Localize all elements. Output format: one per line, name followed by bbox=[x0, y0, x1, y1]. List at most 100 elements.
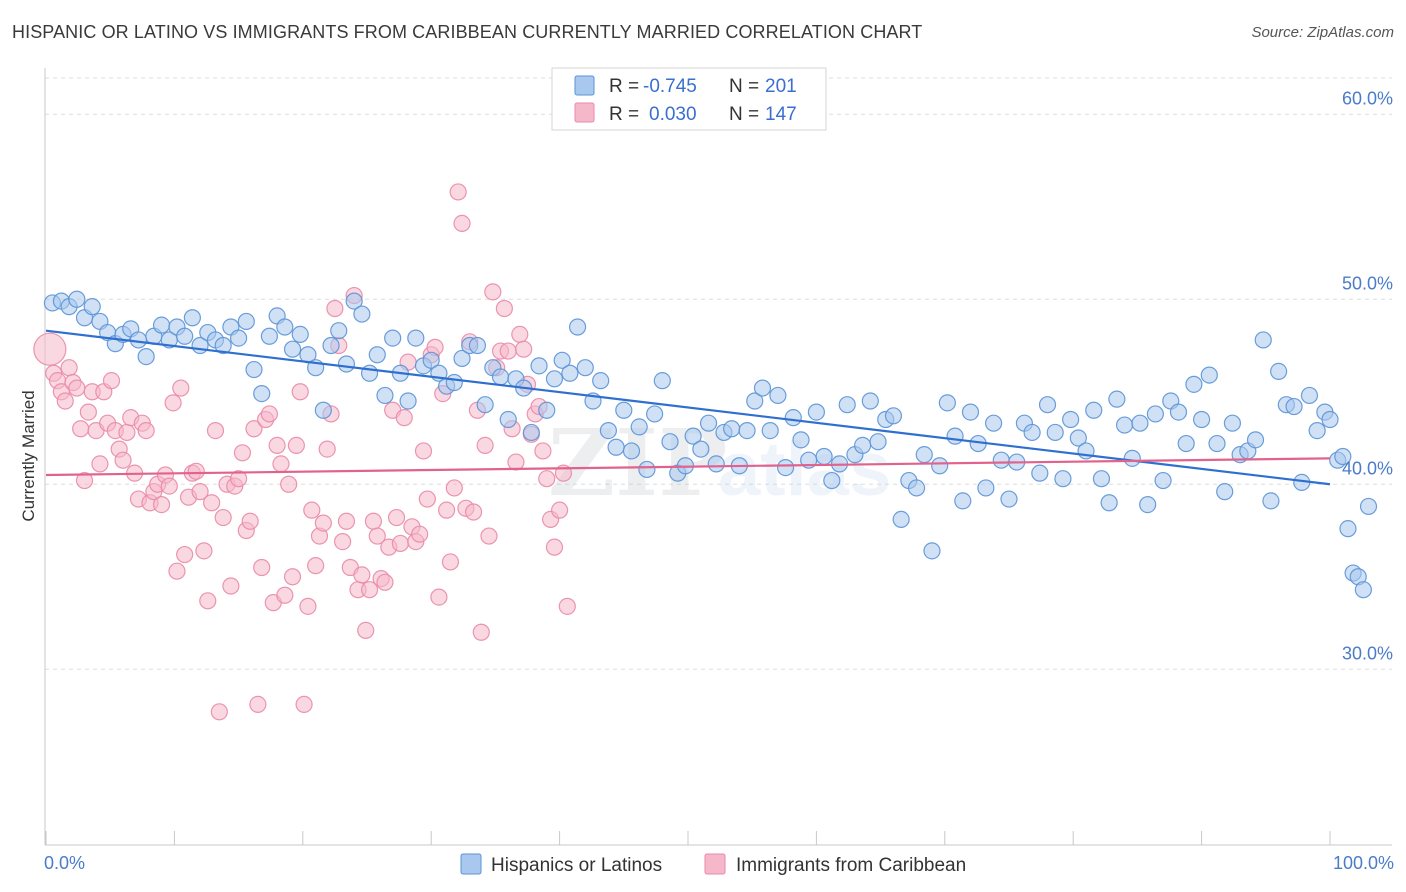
hispanic-point bbox=[1131, 414, 1149, 432]
hispanic-point bbox=[530, 357, 548, 375]
hispanic-point bbox=[230, 329, 248, 347]
caribbean-point bbox=[33, 332, 67, 366]
hispanic-point bbox=[1200, 366, 1218, 384]
hispanic-point bbox=[592, 372, 610, 390]
hispanic-point bbox=[545, 370, 564, 388]
x-tick-label-max: 100.0% bbox=[1333, 853, 1394, 873]
caribbean-point bbox=[391, 534, 409, 553]
hispanic-point bbox=[453, 349, 471, 368]
source-label: Source: ZipAtlas.com bbox=[1251, 24, 1394, 41]
hispanic-point bbox=[1069, 429, 1087, 447]
hispanic-point bbox=[422, 351, 440, 369]
caribbean-point bbox=[137, 422, 155, 440]
hispanic-point bbox=[707, 455, 725, 473]
caribbean-point bbox=[395, 409, 413, 427]
caribbean-point bbox=[364, 512, 383, 530]
hispanic-point bbox=[1334, 447, 1352, 466]
hispanic-point bbox=[1092, 470, 1111, 488]
caribbean-point bbox=[245, 420, 263, 438]
hispanic-point bbox=[260, 327, 279, 345]
caribbean-point bbox=[318, 440, 336, 458]
hispanic-point bbox=[1054, 470, 1072, 488]
caribbean-point bbox=[534, 442, 552, 460]
caribbean-point bbox=[368, 527, 386, 545]
caribbean-point bbox=[206, 422, 225, 440]
hispanic-point bbox=[407, 329, 425, 347]
caribbean-point bbox=[326, 299, 344, 318]
caribbean-point bbox=[464, 503, 483, 521]
hispanic-point bbox=[630, 418, 648, 436]
caribbean-point bbox=[445, 479, 463, 497]
caribbean-point bbox=[511, 325, 529, 343]
caribbean-point bbox=[280, 475, 298, 493]
hispanic-point bbox=[522, 423, 540, 442]
hispanic-point bbox=[838, 396, 856, 414]
hispanic-point bbox=[1023, 423, 1041, 442]
caribbean-point bbox=[337, 512, 356, 530]
y-tick-label: 30.0% bbox=[1342, 643, 1393, 663]
hispanic-point bbox=[1085, 401, 1103, 419]
caribbean-point bbox=[160, 477, 178, 495]
hispanic-point bbox=[599, 422, 617, 440]
hispanic-point bbox=[553, 351, 571, 369]
caribbean-point bbox=[268, 436, 286, 454]
caribbean-point bbox=[272, 455, 290, 473]
hispanic-point bbox=[68, 290, 86, 308]
hispanic-point bbox=[491, 368, 510, 386]
hispanic-point bbox=[237, 312, 255, 331]
hispanic-point bbox=[692, 440, 710, 458]
caribbean-point bbox=[507, 453, 525, 471]
hispanic-point bbox=[1208, 434, 1226, 453]
chart-title: HISPANIC OR LATINO VS IMMIGRANTS FROM CA… bbox=[12, 22, 923, 42]
hispanic-point bbox=[984, 414, 1003, 432]
caribbean-point bbox=[438, 501, 456, 519]
legend-n-value-1: 201 bbox=[765, 76, 797, 97]
caribbean-point bbox=[515, 340, 533, 358]
hispanic-point bbox=[931, 457, 949, 475]
hispanic-point bbox=[861, 392, 879, 410]
y-axis-label: Currently Married bbox=[19, 390, 38, 521]
caribbean-point bbox=[484, 283, 502, 301]
y-tick-labels: 60.0% 50.0% 40.0% 30.0% bbox=[1342, 88, 1393, 663]
hispanic-point bbox=[1246, 431, 1265, 449]
legend-box: R = -0.745 N = 201 R = 0.030 N = 147 bbox=[551, 67, 827, 131]
x-tick-label-min: 0.0% bbox=[44, 853, 85, 873]
hispanic-point bbox=[946, 427, 964, 445]
bottom-legend-swatch-pink bbox=[704, 853, 726, 875]
caribbean-point bbox=[307, 557, 325, 575]
legend-r-label-2: R = bbox=[609, 104, 639, 125]
caribbean-point bbox=[176, 545, 194, 564]
hispanic-point bbox=[753, 379, 772, 397]
caribbean-point bbox=[233, 444, 252, 462]
hispanic-point bbox=[245, 360, 263, 379]
hispanic-point bbox=[1062, 410, 1080, 429]
hispanic-point bbox=[314, 401, 332, 419]
hispanic-point bbox=[869, 433, 887, 451]
hispanic-point bbox=[738, 422, 756, 440]
caribbean-point bbox=[249, 695, 267, 714]
hispanic-point bbox=[684, 427, 702, 445]
caribbean-point bbox=[102, 372, 121, 390]
hispanic-point bbox=[1285, 397, 1303, 416]
legend-swatch-pink bbox=[574, 102, 595, 123]
hispanic-point bbox=[1038, 396, 1057, 414]
hispanic-point bbox=[884, 407, 903, 425]
caribbean-point bbox=[114, 451, 132, 469]
caribbean-point bbox=[291, 383, 309, 401]
hispanic-point bbox=[176, 327, 194, 345]
caribbean-point bbox=[68, 379, 86, 397]
legend-r-label-1: R = bbox=[609, 76, 639, 97]
caribbean-point bbox=[191, 483, 209, 501]
hispanic-point bbox=[345, 292, 363, 310]
hispanic-point bbox=[615, 401, 633, 419]
hispanic-point bbox=[1154, 471, 1172, 490]
hispanic-point bbox=[1270, 362, 1288, 380]
caribbean-point bbox=[187, 462, 205, 480]
hispanic-point bbox=[1354, 581, 1372, 599]
hispanic-point bbox=[353, 305, 371, 323]
hispanic-point bbox=[792, 431, 810, 449]
hispanic-point bbox=[1308, 422, 1326, 440]
caribbean-point bbox=[414, 442, 433, 460]
caribbean-point bbox=[287, 436, 305, 454]
